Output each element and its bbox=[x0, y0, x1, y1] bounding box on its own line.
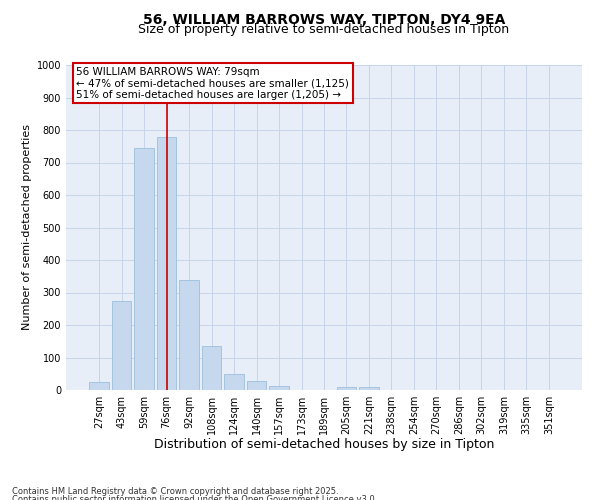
Bar bbox=[89, 382, 109, 390]
Text: Contains public sector information licensed under the Open Government Licence v3: Contains public sector information licen… bbox=[12, 495, 377, 500]
Bar bbox=[247, 381, 266, 390]
Text: Contains HM Land Registry data © Crown copyright and database right 2025.: Contains HM Land Registry data © Crown c… bbox=[12, 488, 338, 496]
Bar bbox=[224, 374, 244, 390]
Bar bbox=[337, 387, 356, 390]
Y-axis label: Number of semi-detached properties: Number of semi-detached properties bbox=[22, 124, 32, 330]
Bar bbox=[269, 386, 289, 390]
X-axis label: Distribution of semi-detached houses by size in Tipton: Distribution of semi-detached houses by … bbox=[154, 438, 494, 452]
Text: 56, WILLIAM BARROWS WAY, TIPTON, DY4 9EA: 56, WILLIAM BARROWS WAY, TIPTON, DY4 9EA bbox=[143, 12, 505, 26]
Bar bbox=[202, 346, 221, 390]
Bar bbox=[359, 387, 379, 390]
Bar bbox=[157, 136, 176, 390]
Bar bbox=[134, 148, 154, 390]
Bar bbox=[179, 280, 199, 390]
Text: Size of property relative to semi-detached houses in Tipton: Size of property relative to semi-detach… bbox=[139, 22, 509, 36]
Bar bbox=[112, 300, 131, 390]
Text: 56 WILLIAM BARROWS WAY: 79sqm
← 47% of semi-detached houses are smaller (1,125)
: 56 WILLIAM BARROWS WAY: 79sqm ← 47% of s… bbox=[76, 66, 349, 100]
